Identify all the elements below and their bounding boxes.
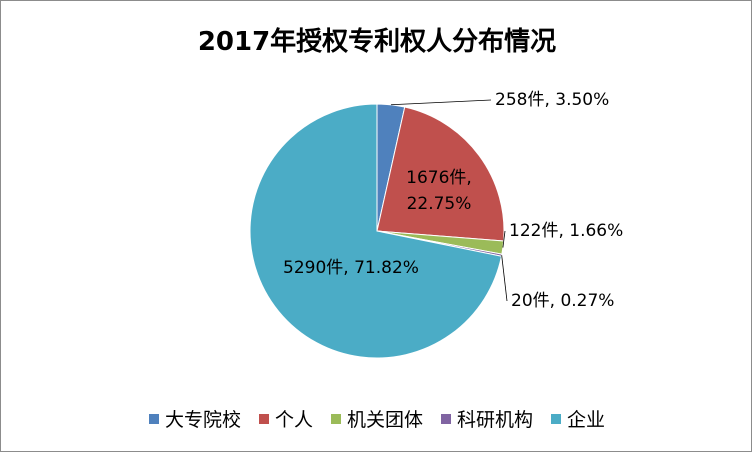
legend-item-universities: 大专院校 — [148, 405, 241, 432]
legend-item-agencies: 机关团体 — [330, 405, 423, 432]
legend-swatch — [148, 413, 159, 424]
legend-label: 大专院校 — [164, 409, 241, 431]
data-label-agencies: 122件, 1.66% — [509, 221, 623, 241]
pie-slices — [249, 103, 505, 359]
leader-line-universities — [390, 99, 492, 106]
data-label-universities: 258件, 3.50% — [495, 90, 609, 110]
legend-swatch — [441, 413, 451, 424]
leader-line-research-institutes — [501, 255, 508, 302]
chart-legend: 大专院校 个人 机关团体 科研机构 企业 — [1, 405, 752, 432]
leader-line-agencies — [502, 230, 506, 248]
legend-label: 个人 — [274, 409, 313, 431]
pie-slice-individuals — [376, 106, 505, 242]
legend-swatch — [551, 413, 562, 424]
legend-item-individuals: 个人 — [258, 405, 313, 432]
data-labels: 258件, 3.50% 1676件, 22.75% 122件, 1.66% 20件, 0… — [283, 90, 623, 311]
chart-title: 2017年授权专利权人分布情况 — [197, 27, 557, 57]
legend-item-enterprises: 企业 — [551, 405, 605, 432]
legend-swatch — [330, 413, 341, 424]
pie-slice-enterprises — [249, 103, 503, 359]
legend-label: 企业 — [567, 409, 606, 431]
data-label-enterprises: 5290件, 71.82% — [283, 258, 419, 278]
data-label-research-institutes: 20件, 0.27% — [511, 291, 614, 311]
legend-label: 机关团体 — [346, 409, 423, 431]
legend-item-research-institutes: 科研机构 — [441, 405, 533, 432]
legend-swatch — [258, 413, 269, 424]
leader-lines — [390, 99, 508, 302]
legend-label: 科研机构 — [457, 409, 534, 431]
data-label-individuals: 1676件, 22.75% — [406, 168, 472, 214]
